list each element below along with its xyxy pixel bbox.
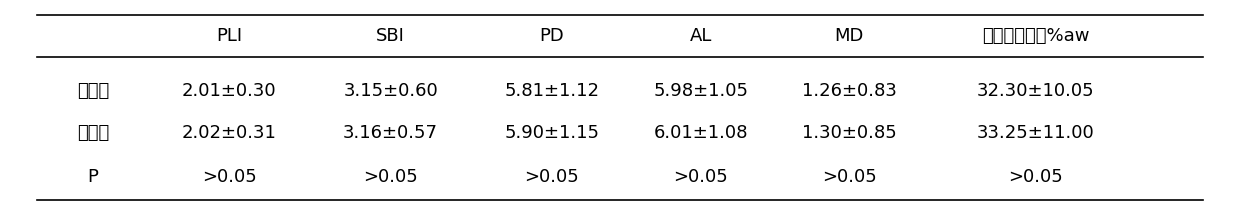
Text: AL: AL — [689, 27, 712, 45]
Text: 5.98±1.05: 5.98±1.05 — [653, 82, 748, 100]
Text: 3.16±0.57: 3.16±0.57 — [343, 124, 438, 142]
Text: PD: PD — [539, 27, 564, 45]
Text: 螺旋体的构成%aw: 螺旋体的构成%aw — [982, 27, 1089, 45]
Text: MD: MD — [835, 27, 864, 45]
Text: 5.90±1.15: 5.90±1.15 — [505, 124, 599, 142]
Text: 对照组: 对照组 — [77, 124, 109, 142]
Text: 3.15±0.60: 3.15±0.60 — [343, 82, 438, 100]
Text: 实验组: 实验组 — [77, 82, 109, 100]
Text: 33.25±11.00: 33.25±11.00 — [977, 124, 1094, 142]
Text: 1.26±0.83: 1.26±0.83 — [802, 82, 897, 100]
Text: 1.30±0.85: 1.30±0.85 — [802, 124, 897, 142]
Text: 2.01±0.30: 2.01±0.30 — [182, 82, 277, 100]
Text: PLI: PLI — [216, 27, 243, 45]
Text: 2.02±0.31: 2.02±0.31 — [182, 124, 277, 142]
Text: >0.05: >0.05 — [363, 168, 418, 186]
Text: P: P — [88, 168, 98, 186]
Text: >0.05: >0.05 — [673, 168, 728, 186]
Text: >0.05: >0.05 — [525, 168, 579, 186]
Text: >0.05: >0.05 — [202, 168, 257, 186]
Text: >0.05: >0.05 — [822, 168, 877, 186]
Text: 6.01±1.08: 6.01±1.08 — [653, 124, 748, 142]
Text: 5.81±1.12: 5.81±1.12 — [505, 82, 599, 100]
Text: SBI: SBI — [376, 27, 405, 45]
Text: 32.30±10.05: 32.30±10.05 — [977, 82, 1094, 100]
Text: >0.05: >0.05 — [1008, 168, 1063, 186]
